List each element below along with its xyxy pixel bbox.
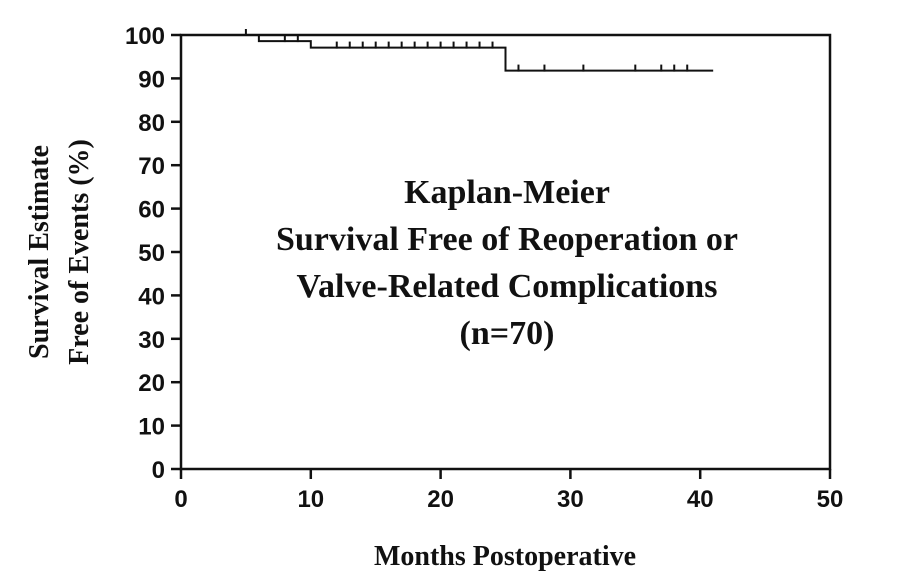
y-tick-label-3: 30 <box>138 327 165 354</box>
x-tick-label-0: 0 <box>174 486 187 513</box>
y-tick-label-0: 0 <box>152 457 165 484</box>
annotation-line-2: Survival Free of Reoperation or <box>276 221 738 258</box>
x-tick-label-4: 40 <box>687 486 714 513</box>
x-tick-label-3: 30 <box>557 486 584 513</box>
y-tick-label-1: 10 <box>138 414 165 441</box>
annotation-line-3: Valve-Related Complications <box>297 268 718 305</box>
x-tick-label-1: 10 <box>297 486 324 513</box>
y-tick-label-9: 90 <box>138 66 165 93</box>
y-tick-label-10: 100 <box>125 23 165 50</box>
y-axis-ticks: 0 10 20 30 40 50 60 70 80 90 100 <box>125 23 181 484</box>
x-axis-title: Months Postoperative <box>374 541 636 572</box>
y-tick-label-2: 20 <box>138 370 165 397</box>
y-axis-title-line-2: Free of Events (%) <box>64 139 95 365</box>
survival-curve-0 <box>181 34 714 72</box>
survival-curves <box>181 29 714 72</box>
x-tick-label-2: 20 <box>427 486 454 513</box>
x-axis-ticks: 0 10 20 30 40 50 <box>174 469 843 513</box>
y-tick-label-4: 40 <box>138 283 165 310</box>
y-axis-title-line-1: Survival Estimate <box>24 145 55 359</box>
y-tick-label-5: 50 <box>138 240 165 267</box>
annotation-line-4: (n=70) <box>460 315 555 352</box>
y-tick-label-6: 60 <box>138 197 165 224</box>
annotation-line-1: Kaplan-Meier <box>404 174 610 211</box>
x-tick-label-5: 50 <box>817 486 844 513</box>
y-tick-label-8: 80 <box>138 110 165 137</box>
y-tick-label-7: 70 <box>138 153 165 180</box>
